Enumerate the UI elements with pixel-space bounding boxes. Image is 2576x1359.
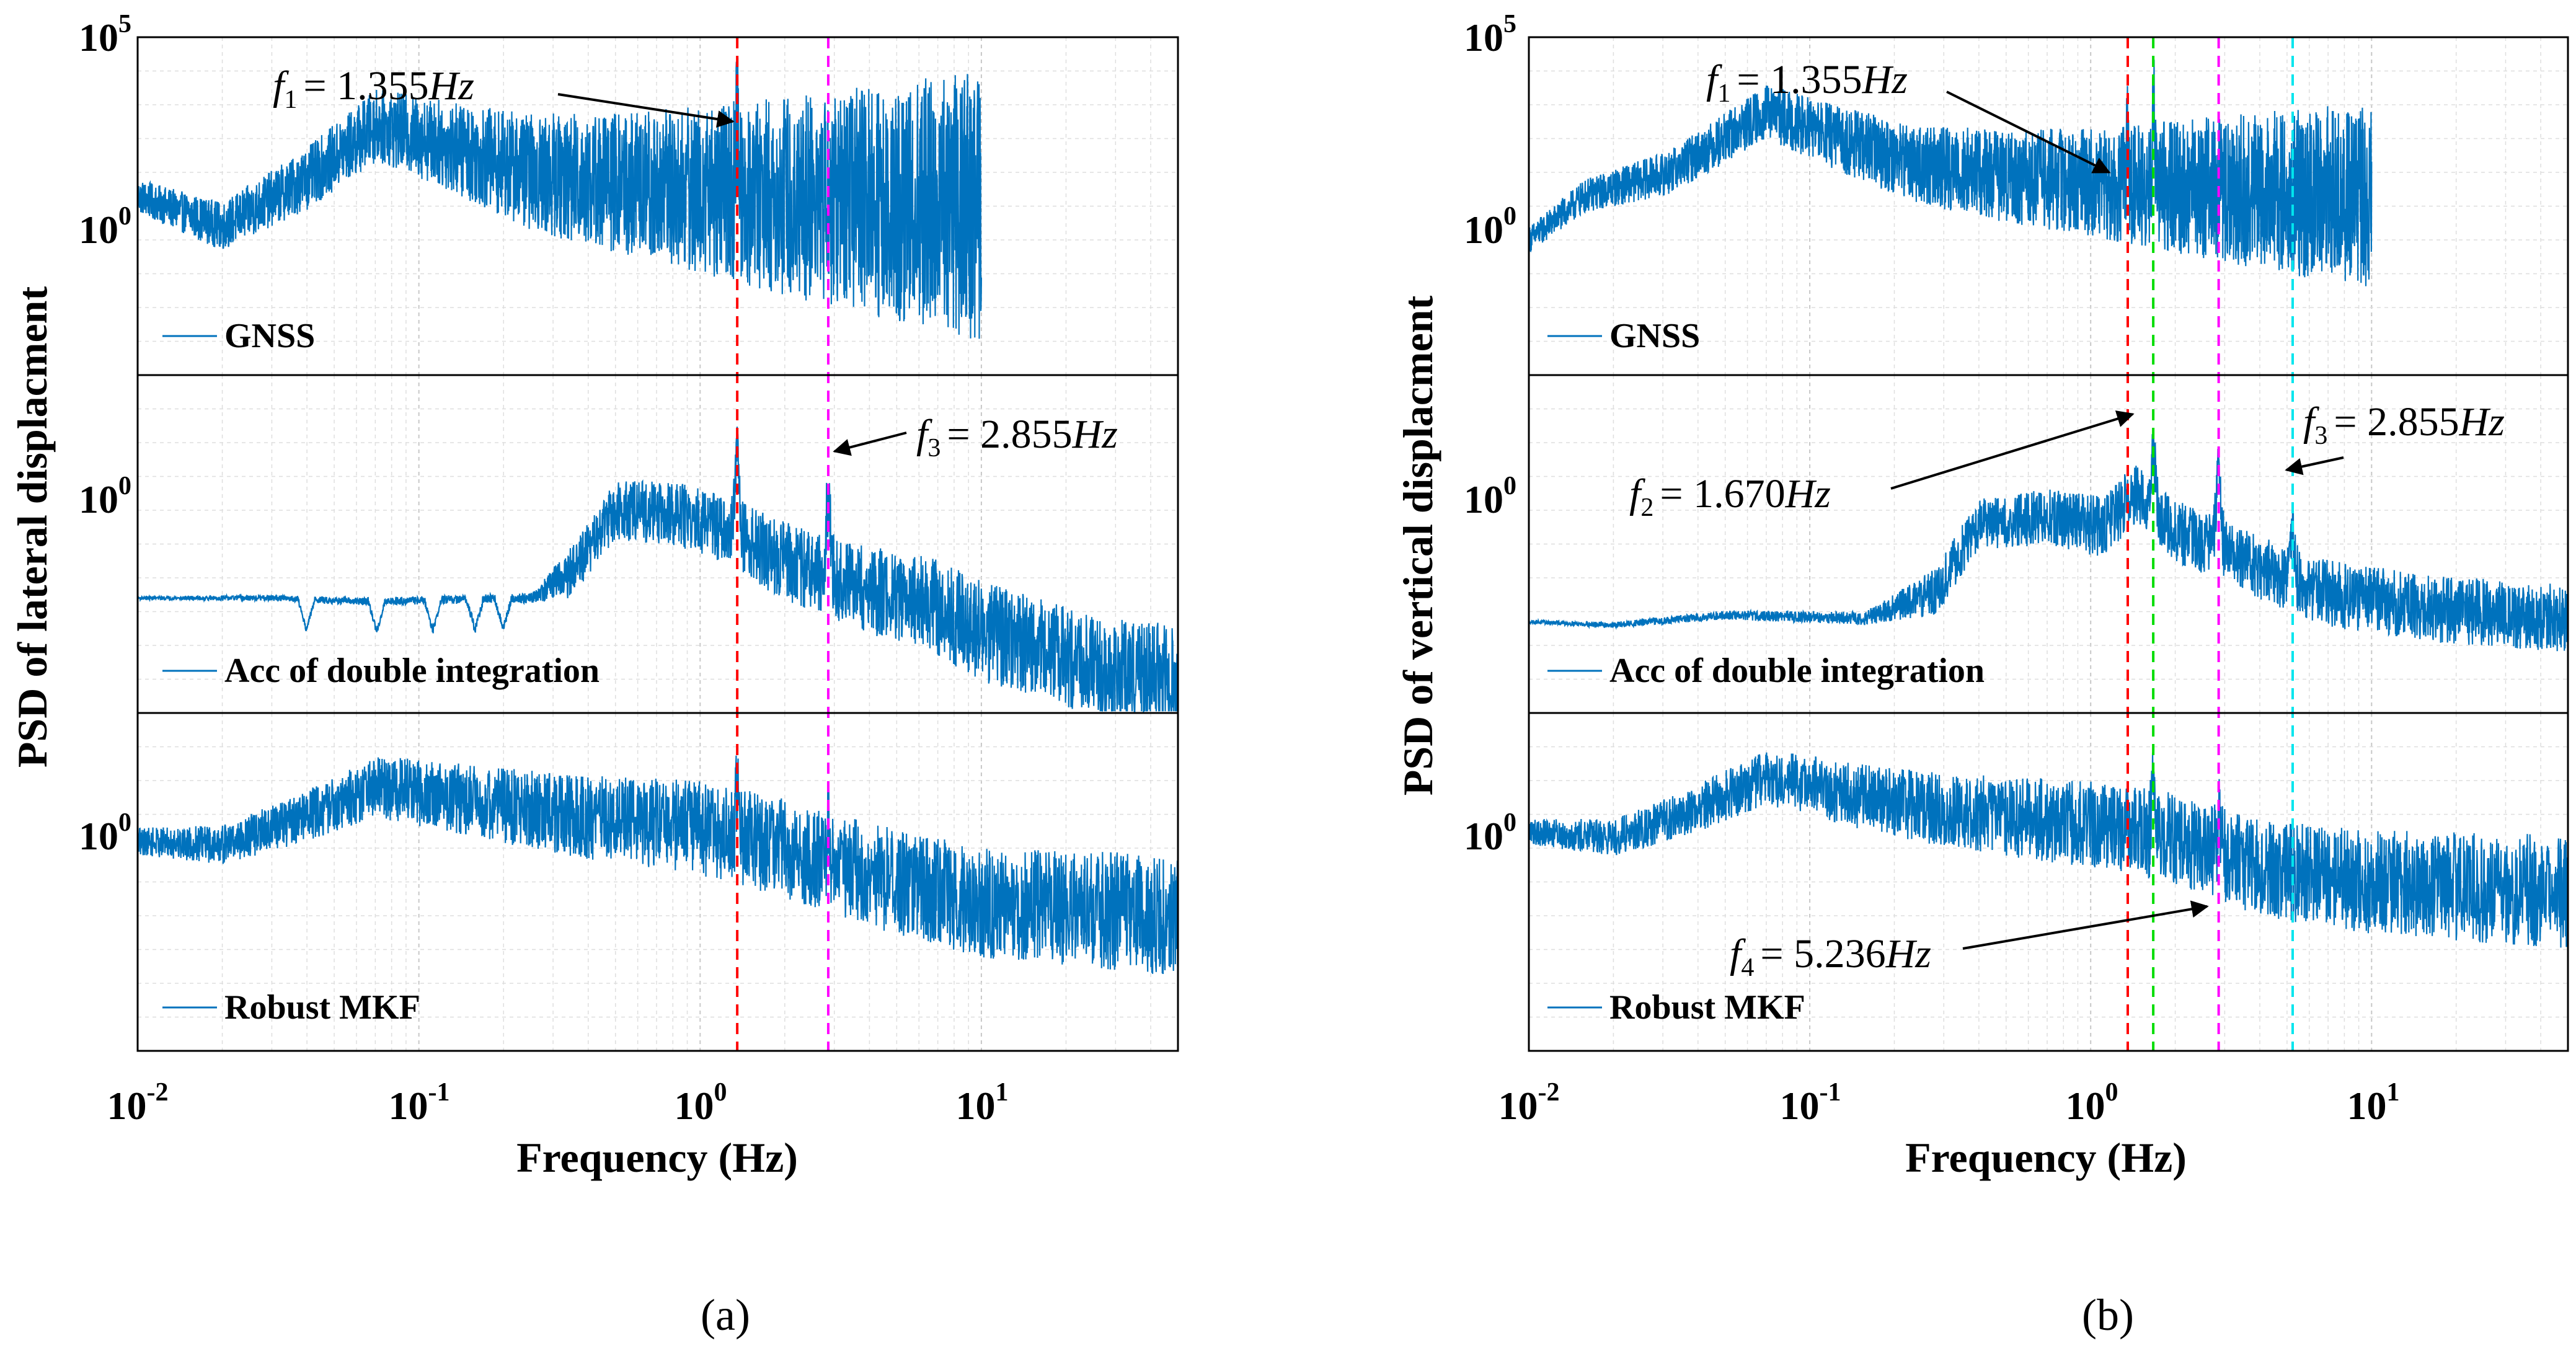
panel-b-annotation-f3: f3 = 2.855Hz (2285, 399, 2505, 476)
svg-text:Robust MKF: Robust MKF (224, 988, 420, 1027)
panel-a: 105 100 100 100 10-2 10-1 100 101 Freque… (9, 10, 1179, 1340)
panel-b-gnss-legend: GNSS (1547, 317, 1700, 355)
panel-b-mkf-ytick: 100 (1464, 808, 1516, 858)
svg-text:GNSS: GNSS (224, 317, 315, 355)
panel-a-xtick-1: 10-2 (107, 1078, 169, 1128)
panel-b-xtick-2: 10-1 (1780, 1078, 1841, 1128)
svg-text:GNSS: GNSS (1609, 317, 1700, 355)
panel-a-xtick-3: 100 (675, 1078, 727, 1128)
panel-a-caption: (a) (701, 1290, 750, 1340)
panel-b-caption: (b) (2082, 1290, 2134, 1340)
svg-text:f3= 2.855Hz: f3 = 2.855Hz (2303, 399, 2505, 450)
panel-b-xtick-1: 10-2 (1498, 1078, 1560, 1128)
panel-b-acc-series (1528, 434, 2569, 652)
panel-a-acc-series (136, 427, 1179, 713)
panel-a-mkf-series (136, 755, 1179, 975)
panel-b-annotation-f1: f1 = 1.355Hz (1706, 57, 2111, 174)
panel-a-acc-legend: Acc of double integration (162, 652, 600, 690)
panel-a-annotation-f3: f3 = 2.855Hz (833, 412, 1118, 463)
panel-b-gnss-series (1528, 60, 2373, 286)
svg-text:f1= 1.355Hz: f1 = 1.355Hz (273, 63, 474, 114)
panel-a-gnss-ytick-mid: 100 (79, 202, 131, 252)
panel-b-acc-legend: Acc of double integration (1547, 652, 1985, 690)
panel-b-gnss-ytick-top: 105 (1464, 10, 1516, 60)
panel-b-annotation-f2: f2 = 1.670Hz (1629, 410, 2135, 522)
panel-b-acc-ytick: 100 (1464, 472, 1516, 521)
panel-a-y-axis-title: PSD of lateral displacment (9, 286, 56, 768)
panel-a-annotation-f1: f1 = 1.355Hz (273, 63, 735, 128)
svg-text:f1= 1.355Hz: f1 = 1.355Hz (1706, 57, 1908, 108)
panel-b-mkf-series (1528, 752, 2569, 948)
panel-b-x-axis-title: Frequency (Hz) (1905, 1134, 2187, 1181)
panel-a-gnss-ytick-top: 105 (79, 10, 131, 60)
panel-a-xtick-2: 10-1 (389, 1078, 450, 1128)
panel-a-gnss-legend: GNSS (162, 317, 315, 355)
svg-text:Acc of double integration: Acc of double integration (1609, 652, 1985, 690)
panel-b-gnss-ytick-mid: 100 (1464, 202, 1516, 252)
panel-b-y-axis-title: PSD of vertical displacment (1394, 295, 1441, 795)
panel-a-acc-ytick: 100 (79, 472, 131, 521)
panel-b-frequency-markers (2126, 37, 2294, 1051)
panel-b-xtick-4: 101 (2347, 1078, 2400, 1128)
panel-a-mkf-axes (136, 712, 1179, 1052)
panel-a-gnss-series (136, 58, 982, 339)
panel-b-xtick-3: 100 (2066, 1078, 2118, 1128)
svg-text:f4= 5.236Hz: f4 = 5.236Hz (1730, 931, 1931, 982)
panel-a-mkf-legend: Robust MKF (162, 988, 420, 1027)
panel-b-annotation-f4: f4 = 5.236Hz (1730, 900, 2209, 982)
svg-text:Robust MKF: Robust MKF (1609, 988, 1805, 1027)
panel-a-xtick-4: 101 (956, 1078, 1009, 1128)
panel-a-mkf-ytick: 100 (79, 808, 131, 858)
panel-b: 105 100 100 100 10-2 10-1 100 101 Freque… (1394, 10, 2569, 1340)
panel-a-frequency-markers (736, 37, 830, 1051)
svg-text:f2= 1.670Hz: f2 = 1.670Hz (1629, 471, 1831, 522)
svg-text:f3= 2.855Hz: f3 = 2.855Hz (916, 412, 1118, 463)
panel-a-x-axis-title: Frequency (Hz) (516, 1134, 798, 1181)
panel-b-mkf-legend: Robust MKF (1547, 988, 1805, 1027)
svg-text:Acc of double integration: Acc of double integration (224, 652, 600, 690)
panel-b-mkf-axes (1528, 712, 2569, 1052)
